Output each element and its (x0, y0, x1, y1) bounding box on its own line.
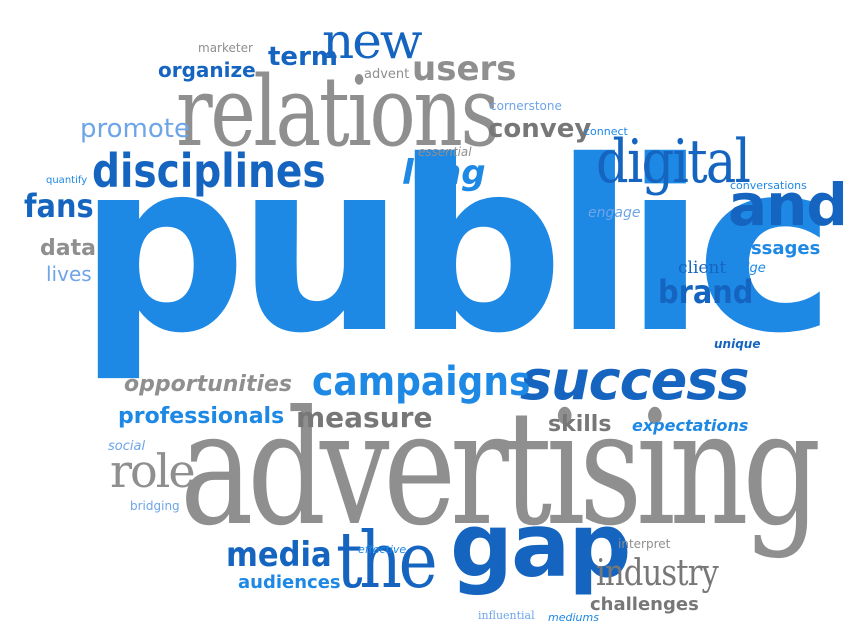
word-long: long (402, 153, 486, 193)
word-industry: industry (596, 553, 719, 594)
word-client: client (678, 258, 727, 278)
word-advent: advent (364, 67, 410, 82)
word-the: the (336, 516, 438, 606)
word-success: success (520, 349, 750, 412)
word-connect: connect (584, 125, 628, 138)
word-messages: messages (720, 238, 821, 259)
word-skills: skills (548, 412, 612, 437)
word-brand: brand (658, 273, 754, 311)
word-essential: essential (418, 145, 472, 159)
word-campaigns: campaigns (312, 359, 531, 405)
word-media: media (226, 535, 332, 575)
word-promote: promote (80, 114, 190, 144)
word-fans: fans (24, 187, 94, 225)
word-measure: measure (296, 401, 433, 434)
word-new: new (322, 12, 423, 70)
word-gap: gap (450, 494, 631, 597)
word-users: users (412, 49, 517, 89)
word-convey: convey (488, 114, 592, 144)
word-data: data (40, 236, 96, 261)
word-role: role (110, 444, 196, 498)
word-public: public (78, 110, 836, 385)
word-bridging: bridging (130, 499, 180, 513)
word-professionals: professionals (118, 404, 285, 429)
word-mediums: mediums (548, 611, 599, 624)
word-term: term (268, 42, 338, 72)
word-advertising: advertising (180, 377, 821, 561)
word-influential: influential (478, 609, 535, 622)
word-opportunities: opportunities (124, 372, 293, 397)
word-marketer: marketer (198, 41, 253, 55)
word-disciplines: disciplines (92, 144, 326, 198)
word-audiences: audiences (238, 572, 341, 593)
word-interpret: interpret (618, 537, 671, 551)
word-unique: unique (714, 337, 761, 351)
word-social: social (108, 439, 146, 454)
word-bridge: bridge (724, 261, 766, 276)
word-engage: engage (588, 205, 641, 221)
word-quantify: quantify (46, 175, 88, 186)
word-digital: digital (596, 127, 751, 197)
word-effective: effective (358, 543, 407, 556)
word-cornerstone: cornerstone (490, 99, 562, 113)
word-lives: lives (46, 262, 92, 286)
word-conversations: conversations (730, 179, 807, 192)
word-organize: organize (158, 58, 256, 82)
word-relations: relations (176, 56, 500, 168)
word-and: and (728, 171, 848, 239)
word-expectations: expectations (632, 416, 749, 435)
word-challenges: challenges (590, 594, 699, 615)
